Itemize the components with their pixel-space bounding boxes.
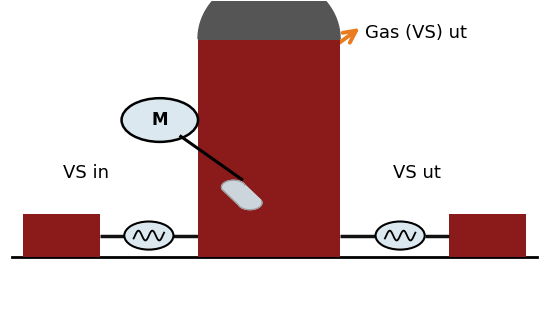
Bar [449,214,526,257]
Text: VS ut: VS ut [393,164,440,182]
Text: Gas (VS) ut: Gas (VS) ut [365,24,467,42]
Bar [198,39,340,257]
Bar [23,214,100,257]
Text: M: M [152,111,168,129]
Circle shape [124,221,173,249]
Text: VS in: VS in [63,164,109,182]
Polygon shape [198,0,340,39]
Polygon shape [221,180,262,210]
Circle shape [376,221,425,249]
Circle shape [121,98,198,142]
